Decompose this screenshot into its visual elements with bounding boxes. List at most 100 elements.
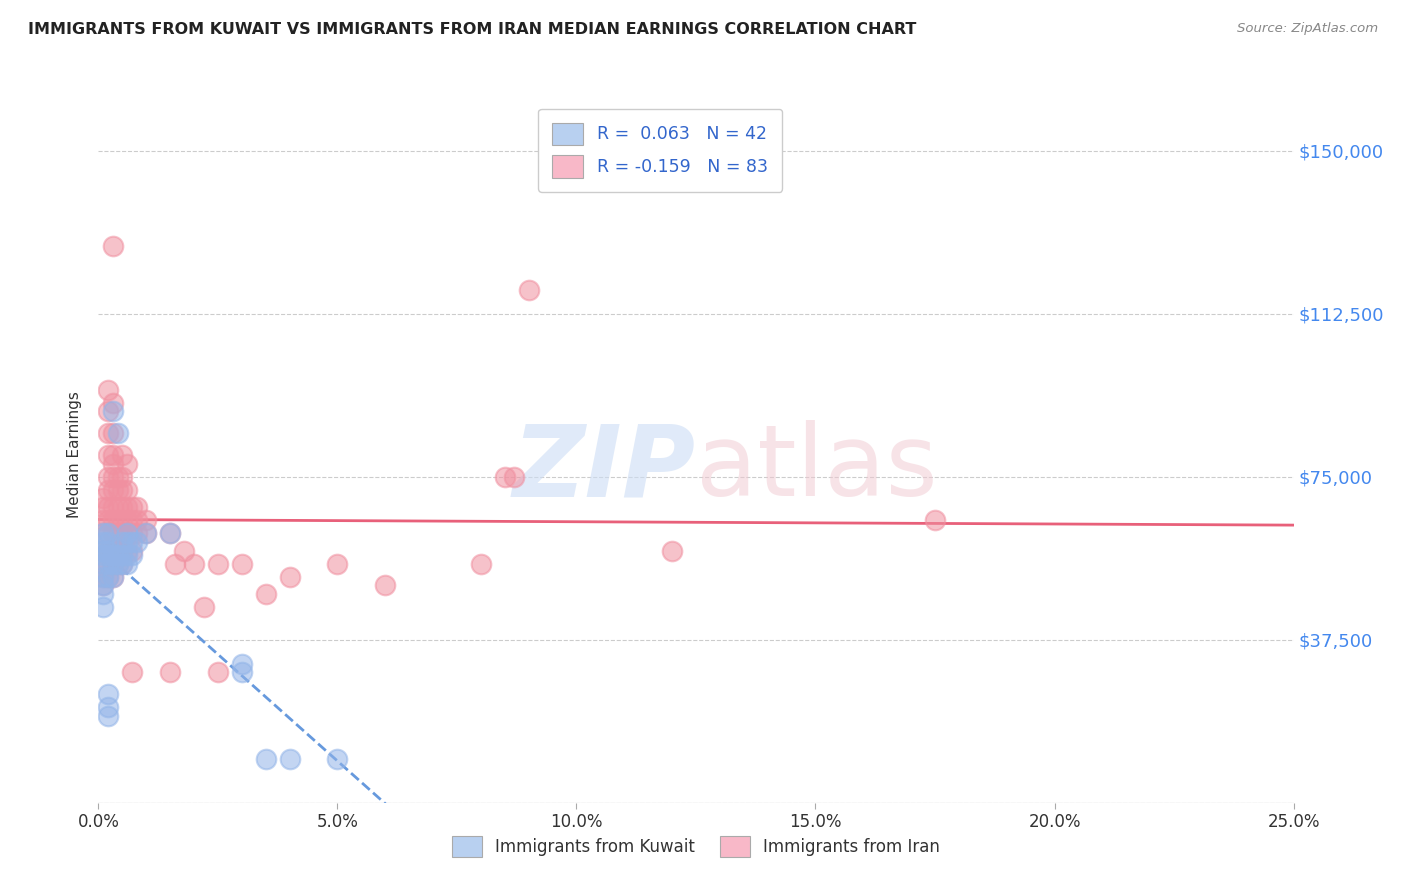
Point <box>101 548 124 562</box>
Y-axis label: Median Earnings: Median Earnings <box>67 392 83 518</box>
Point <box>278 752 301 766</box>
Point <box>111 469 134 483</box>
Point <box>111 557 134 571</box>
Point <box>115 548 138 562</box>
Point <box>115 500 138 514</box>
Point <box>115 483 138 497</box>
Point <box>91 526 114 541</box>
Point <box>159 665 181 680</box>
Point <box>97 469 120 483</box>
Point <box>121 526 143 541</box>
Point <box>107 557 129 571</box>
Point <box>111 543 134 558</box>
Point <box>97 708 120 723</box>
Point <box>115 513 138 527</box>
Point <box>115 526 138 541</box>
Point <box>91 578 114 592</box>
Point <box>107 513 129 527</box>
Point <box>193 600 215 615</box>
Point <box>121 535 143 549</box>
Point <box>231 657 253 671</box>
Point <box>278 570 301 584</box>
Point <box>101 426 124 441</box>
Point <box>101 239 124 253</box>
Point <box>121 543 143 558</box>
Point <box>135 513 157 527</box>
Point <box>101 469 124 483</box>
Point <box>91 570 114 584</box>
Point <box>91 543 114 558</box>
Point <box>97 500 120 514</box>
Point <box>231 665 253 680</box>
Point <box>494 469 516 483</box>
Point <box>121 548 143 562</box>
Point <box>115 526 138 541</box>
Point <box>101 570 124 584</box>
Point <box>101 500 124 514</box>
Point <box>125 513 148 527</box>
Point <box>97 513 120 527</box>
Point <box>107 483 129 497</box>
Point <box>91 548 114 562</box>
Point <box>111 535 134 549</box>
Point <box>97 543 120 558</box>
Text: atlas: atlas <box>696 420 938 517</box>
Point <box>107 543 129 558</box>
Point <box>135 526 157 541</box>
Point <box>91 491 114 506</box>
Point <box>121 513 143 527</box>
Point <box>97 557 120 571</box>
Point <box>924 513 946 527</box>
Point <box>135 526 157 541</box>
Point <box>91 600 114 615</box>
Point <box>97 526 120 541</box>
Point <box>470 557 492 571</box>
Point <box>91 513 114 527</box>
Point <box>91 543 114 558</box>
Point <box>111 526 134 541</box>
Point <box>115 535 138 549</box>
Point <box>159 526 181 541</box>
Point <box>101 483 124 497</box>
Legend: Immigrants from Kuwait, Immigrants from Iran: Immigrants from Kuwait, Immigrants from … <box>446 830 946 864</box>
Point <box>121 665 143 680</box>
Point <box>661 543 683 558</box>
Point <box>91 587 114 601</box>
Point <box>107 426 129 441</box>
Point <box>115 557 138 571</box>
Point <box>111 557 134 571</box>
Point <box>207 557 229 571</box>
Point <box>101 513 124 527</box>
Point <box>91 526 114 541</box>
Point <box>97 548 120 562</box>
Point <box>503 469 526 483</box>
Point <box>254 587 277 601</box>
Point <box>326 557 349 571</box>
Point <box>91 557 114 571</box>
Point <box>163 557 186 571</box>
Point <box>97 383 120 397</box>
Point <box>121 500 143 514</box>
Point <box>101 570 124 584</box>
Point <box>91 500 114 514</box>
Point <box>101 404 124 418</box>
Point <box>111 513 134 527</box>
Point <box>173 543 195 558</box>
Point <box>231 557 253 571</box>
Point <box>107 557 129 571</box>
Point <box>97 404 120 418</box>
Point <box>517 283 540 297</box>
Point <box>107 526 129 541</box>
Point <box>115 457 138 471</box>
Text: IMMIGRANTS FROM KUWAIT VS IMMIGRANTS FROM IRAN MEDIAN EARNINGS CORRELATION CHART: IMMIGRANTS FROM KUWAIT VS IMMIGRANTS FRO… <box>28 22 917 37</box>
Point <box>111 448 134 462</box>
Point <box>97 687 120 701</box>
Point <box>97 526 120 541</box>
Text: Source: ZipAtlas.com: Source: ZipAtlas.com <box>1237 22 1378 36</box>
Point <box>159 526 181 541</box>
Point <box>107 469 129 483</box>
Point <box>101 557 124 571</box>
Point <box>101 457 124 471</box>
Point <box>207 665 229 680</box>
Point <box>91 535 114 549</box>
